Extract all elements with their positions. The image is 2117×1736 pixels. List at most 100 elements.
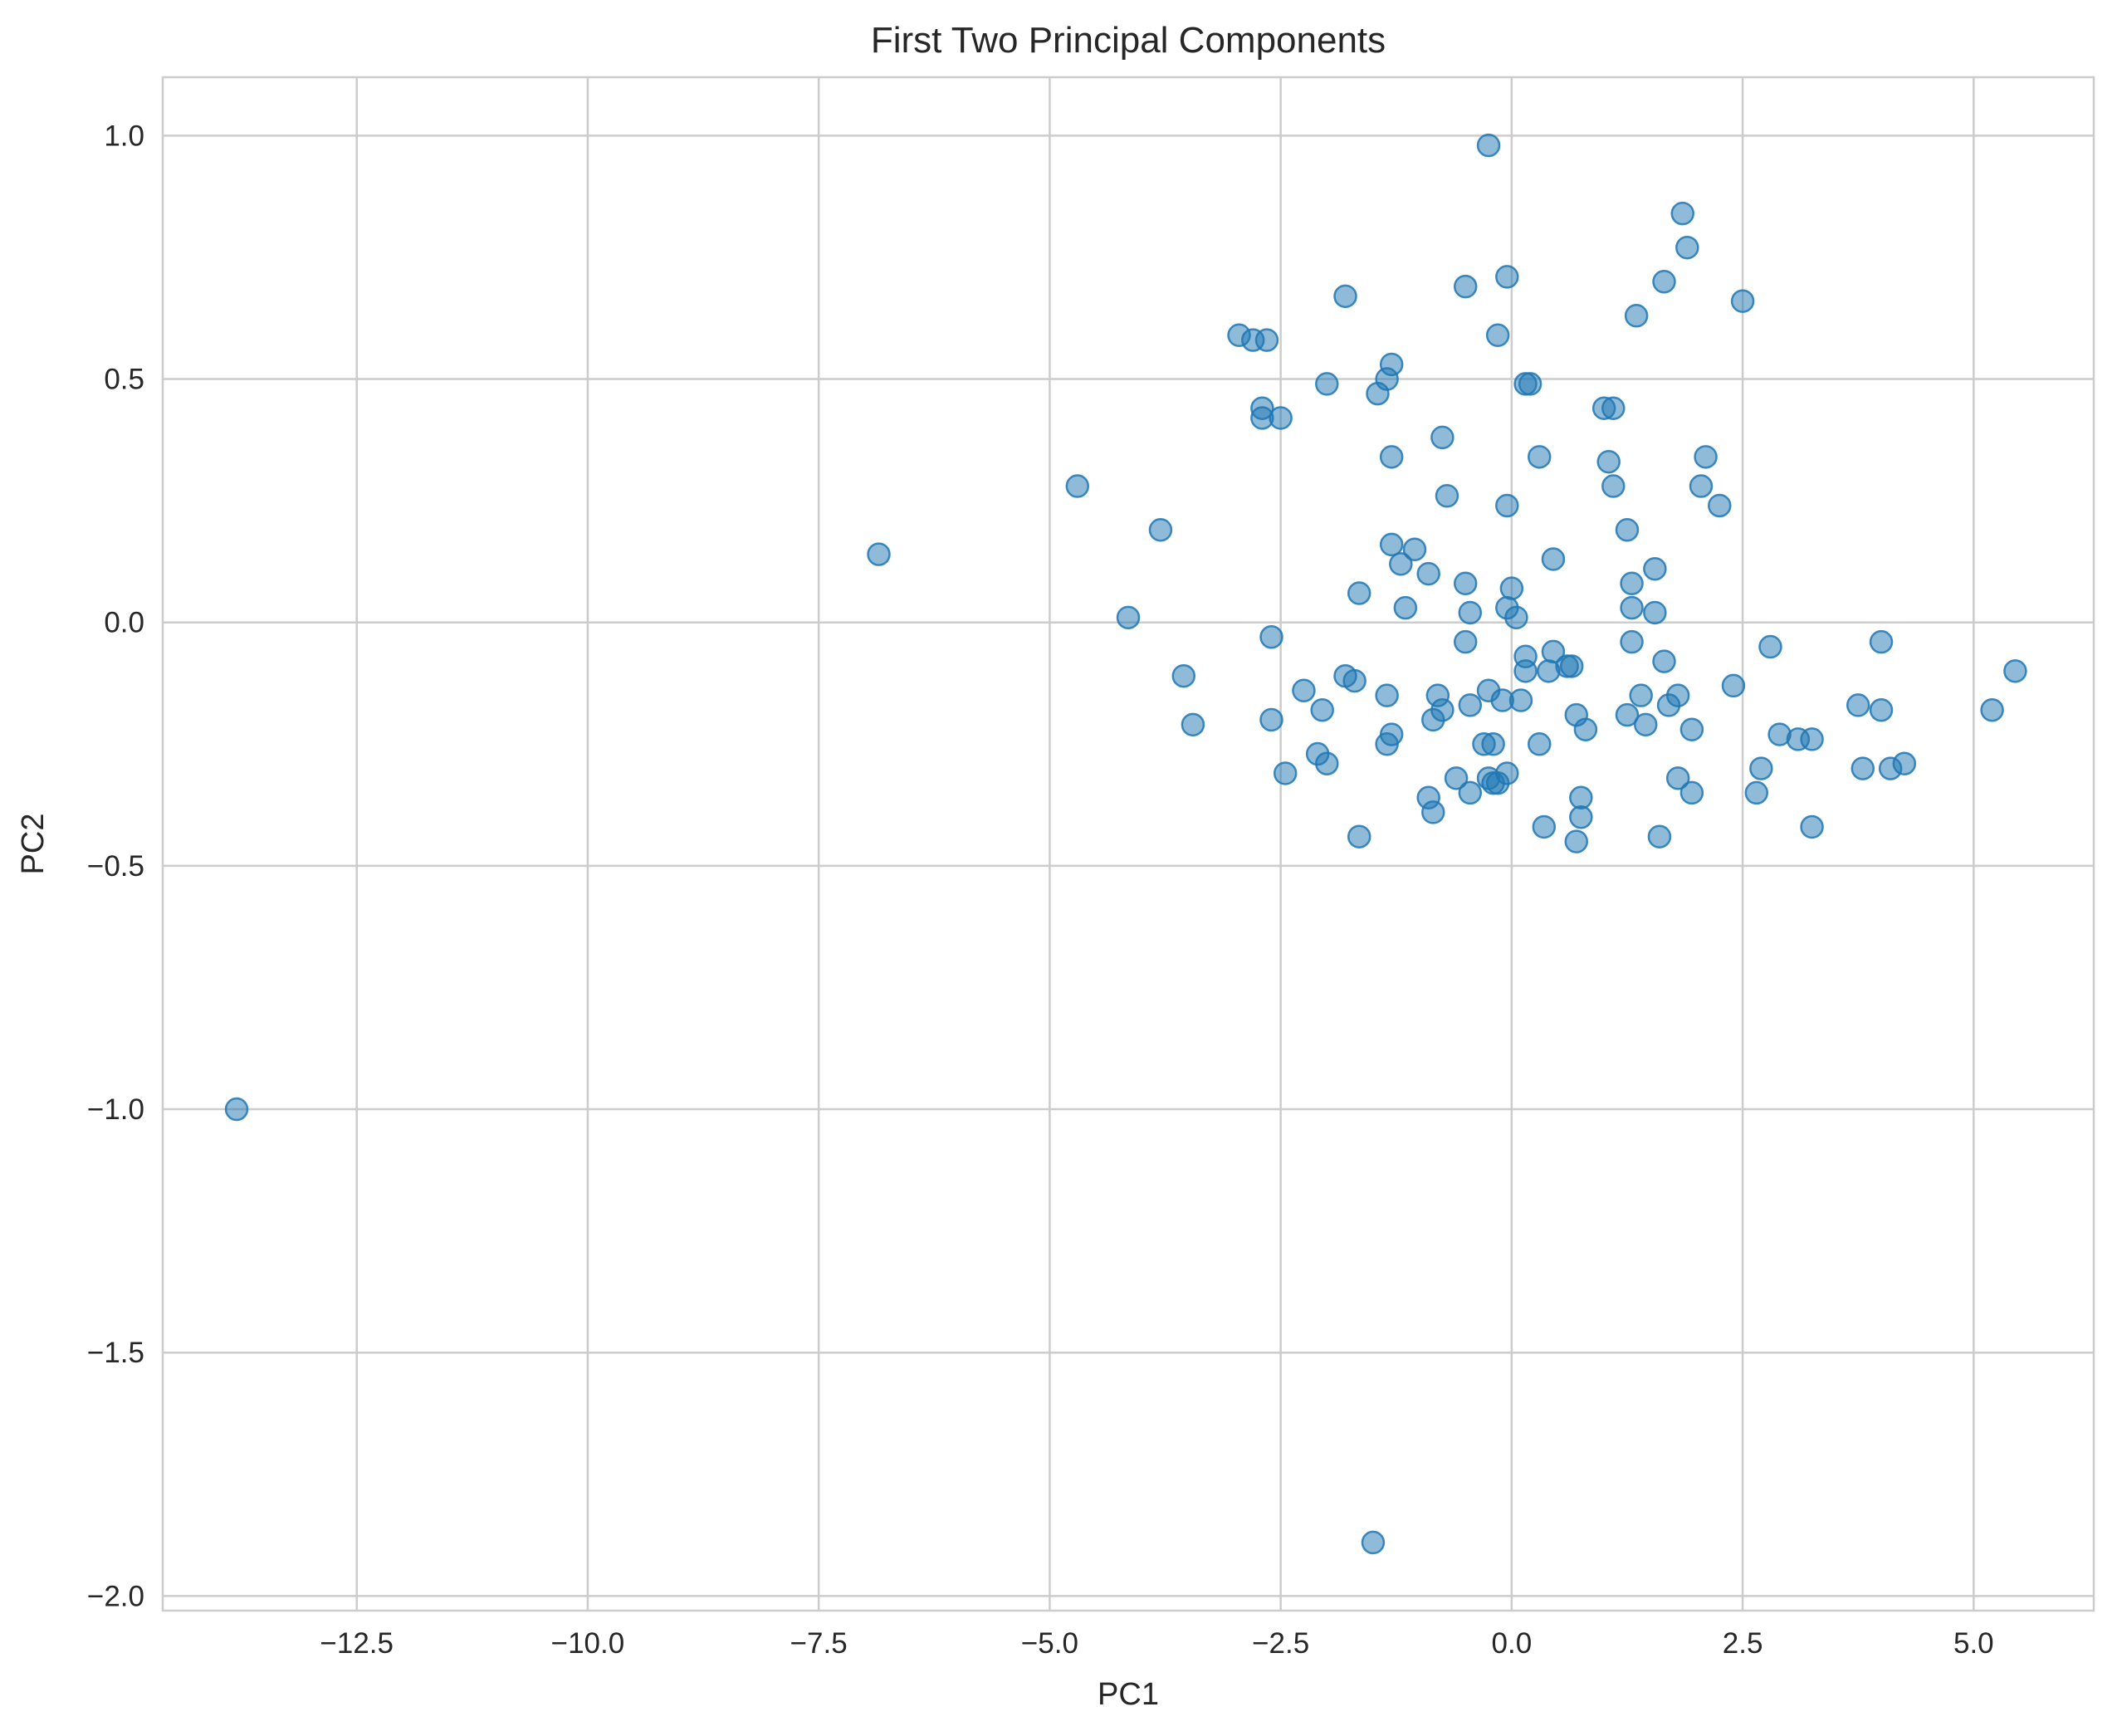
scatter-point [1679,780,1704,805]
scatter-point [1310,698,1334,722]
scatter-point [1892,751,1917,776]
scatter-point [1665,766,1690,790]
scatter-point [1532,814,1557,839]
scatter-point [1694,445,1718,469]
y-tick-label: −1.0 [87,1093,144,1126]
scatter-point [1744,780,1769,805]
plot-frame [161,76,2095,1612]
scatter-point [1148,518,1173,542]
scatter-point [1708,493,1732,518]
scatter-point [1518,372,1543,396]
scatter-point [1361,1530,1386,1555]
scatter-point [1333,284,1357,309]
scatter-point [1375,683,1399,707]
scatter-point [1504,605,1528,630]
scatter-point [1564,829,1589,853]
scatter-point [1481,732,1505,756]
x-tick-label: 0.0 [1492,1627,1533,1660]
scatter-point [1869,629,1894,654]
scatter-point [1633,712,1658,737]
scatter-point [1315,751,1339,776]
scatter-point [1453,629,1478,654]
scatter-point [1342,668,1367,693]
scatter-point [1527,732,1552,756]
scatter-point [1379,532,1404,557]
y-axis-label: PC2 [16,814,51,875]
scatter-point [1541,639,1566,664]
scatter-point [1430,425,1455,450]
x-tick-label: −2.5 [1252,1627,1309,1660]
x-axis-label: PC1 [1098,1677,1159,1712]
scatter-point [1379,445,1404,469]
scatter-point [1615,518,1640,542]
scatter-point [1629,683,1653,707]
scatter-point [1665,683,1690,707]
y-tick-label: −0.5 [87,850,144,883]
scatter-point [1458,600,1483,625]
scatter-point [1620,629,1644,654]
scatter-point [1643,600,1667,625]
scatter-point [1379,722,1404,746]
scatter-point [1527,445,1552,469]
scatter-point [1389,552,1413,576]
y-tick-label: 1.0 [104,120,144,152]
scatter-point [1269,406,1293,430]
y-tick-label: −2.0 [87,1580,144,1612]
scatter-point [1347,581,1371,605]
scatter-point [1458,693,1483,717]
scatter-point [1601,474,1626,498]
scatter-point [1495,265,1519,289]
scatter-point [1292,678,1316,703]
y-tick-label: 0.0 [104,607,144,639]
scatter-point [1647,824,1672,848]
grid-lines [163,77,2094,1611]
scatter-point [1749,756,1773,780]
scatter-point [1851,756,1875,780]
scatter-point [1393,595,1418,620]
y-tick-labels: 1.0 0.5 0.0 −0.5 −1.0 −1.5 −2.0 [87,120,144,1612]
scatter-point [1347,824,1371,848]
x-tick-label: 5.0 [1953,1627,1994,1660]
scatter-point [1171,663,1196,688]
data-points [224,133,2027,1555]
scatter-point [1315,372,1339,396]
scatter-point [1259,707,1283,732]
scatter-point [1065,474,1090,498]
x-tick-label: −5.0 [1021,1627,1078,1660]
scatter-point [1846,693,1870,717]
scatter-point [1495,493,1519,518]
scatter-point [1453,571,1478,596]
scatter-point [1652,649,1676,673]
scatter-point [1615,702,1640,727]
scatter-point [1800,727,1824,751]
scatter-point [1444,766,1469,790]
scatter-point [867,542,891,566]
x-tick-label: −7.5 [790,1627,848,1660]
scatter-point [1679,717,1704,741]
chart-title: First Two Principal Components [871,20,1386,61]
scatter-point [1259,625,1283,649]
scatter-point [1652,270,1676,294]
scatter-point [1421,800,1445,824]
scatter-point [1573,717,1598,741]
scatter-point [1181,712,1205,737]
scatter-point [1379,352,1404,377]
scatter-point [1402,537,1427,562]
x-tick-label: −10.0 [551,1627,625,1660]
scatter-point [1453,274,1478,299]
scatter-point [1499,576,1524,600]
x-tick-label: 2.5 [1723,1627,1763,1660]
scatter-point [1730,289,1755,313]
scatter-point [1601,396,1626,420]
scatter-point [1495,761,1519,785]
scatter-point [1620,595,1644,620]
scatter-point [1675,235,1699,260]
scatter-point [1643,556,1667,581]
scatter-point [1273,761,1298,785]
scatter-point [1569,805,1593,829]
scatter-point [1758,634,1782,659]
scatter-point [1869,698,1894,722]
scatter-point [1254,328,1279,352]
scatter-point [1569,785,1593,810]
scatter-point [1435,484,1459,508]
